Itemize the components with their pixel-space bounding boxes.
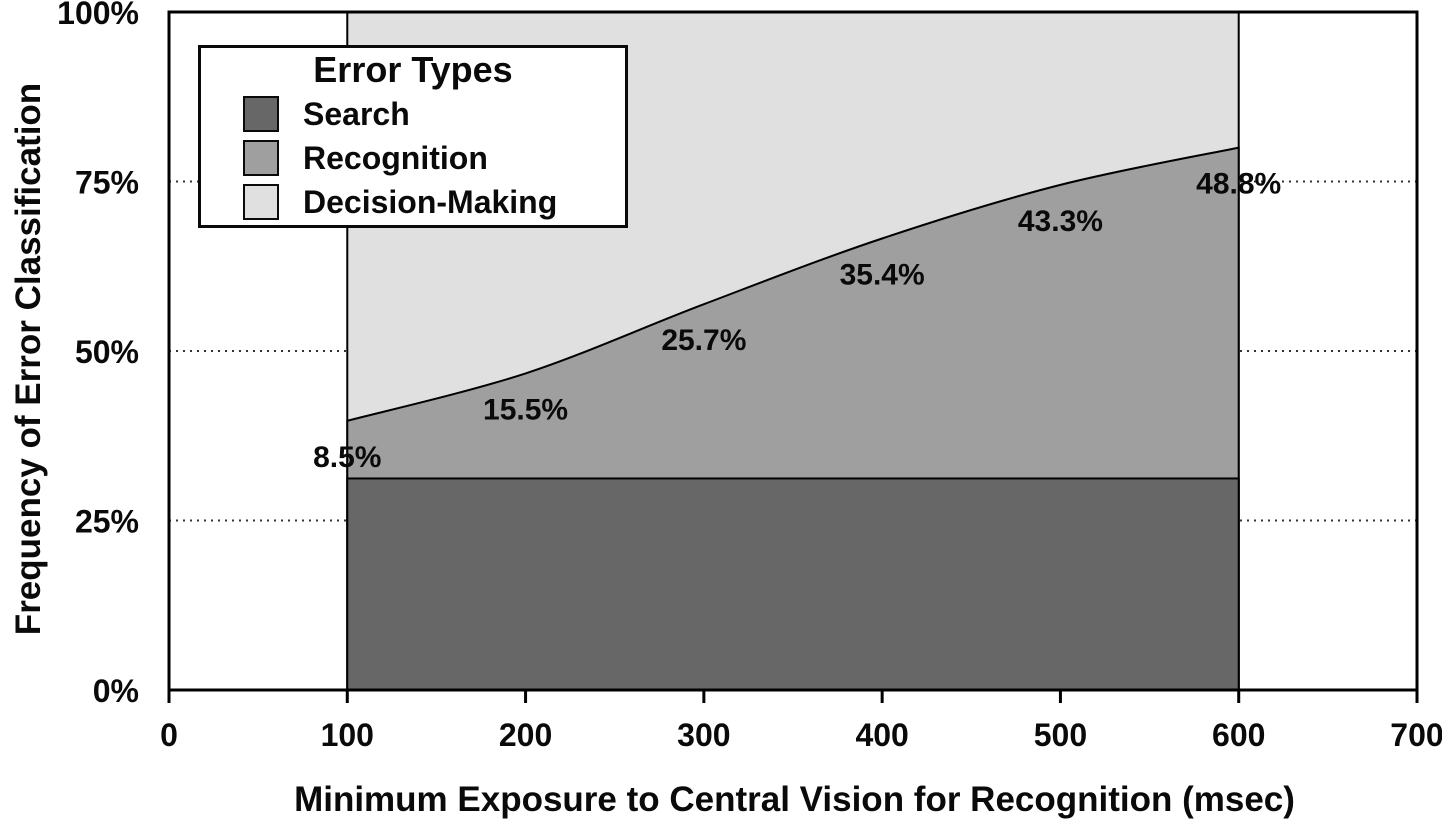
legend-item-decision-making: Decision-Making <box>201 180 625 224</box>
x-tick-label-300: 300 <box>677 717 730 753</box>
plot-frame-border <box>167 10 1419 692</box>
y-tick-label-75: 75% <box>75 165 139 201</box>
x-tick-label-0: 0 <box>160 717 178 753</box>
y-tick-label-25: 25% <box>75 504 139 540</box>
x-tick-label-100: 100 <box>321 717 374 753</box>
legend-items: Search Recognition Decision-Making <box>201 92 625 224</box>
legend-label-decision-making: Decision-Making <box>303 184 558 220</box>
x-tick-label-700: 700 <box>1390 717 1442 753</box>
legend-swatch-recognition <box>243 140 279 176</box>
data-label-recognition-100: 8.5% <box>313 441 381 474</box>
x-axis-title: Minimum Exposure to Central Vision for R… <box>294 780 1295 819</box>
legend-swatch-search <box>243 96 279 132</box>
y-tick-label-100: 100% <box>57 0 139 31</box>
legend-item-search: Search <box>201 92 625 136</box>
x-tick-label-600: 600 <box>1212 717 1265 753</box>
area-search <box>346 477 1240 691</box>
x-tick-label-400: 400 <box>855 717 908 753</box>
data-label-recognition-600: 48.8% <box>1196 168 1281 201</box>
legend-label-search: Search <box>303 96 410 132</box>
legend-item-recognition: Recognition <box>201 136 625 180</box>
data-label-recognition-400: 35.4% <box>840 258 925 291</box>
legend-swatch-decision-making <box>243 184 279 220</box>
y-axis-title: Frequency of Error Classification <box>9 82 48 636</box>
legend-label-recognition: Recognition <box>303 140 488 176</box>
y-tick-label-50: 50% <box>75 334 139 370</box>
data-label-recognition-300: 25.7% <box>661 324 746 357</box>
data-label-recognition-500: 43.3% <box>1018 205 1103 238</box>
data-label-recognition-200: 15.5% <box>483 393 568 426</box>
y-tick-label-0: 0% <box>93 673 139 709</box>
legend: Error Types Search Recognition Decision-Ma… <box>198 45 628 228</box>
x-tick-label-500: 500 <box>1034 717 1087 753</box>
legend-title: Error Types <box>313 49 513 90</box>
x-tick-label-200: 200 <box>499 717 552 753</box>
